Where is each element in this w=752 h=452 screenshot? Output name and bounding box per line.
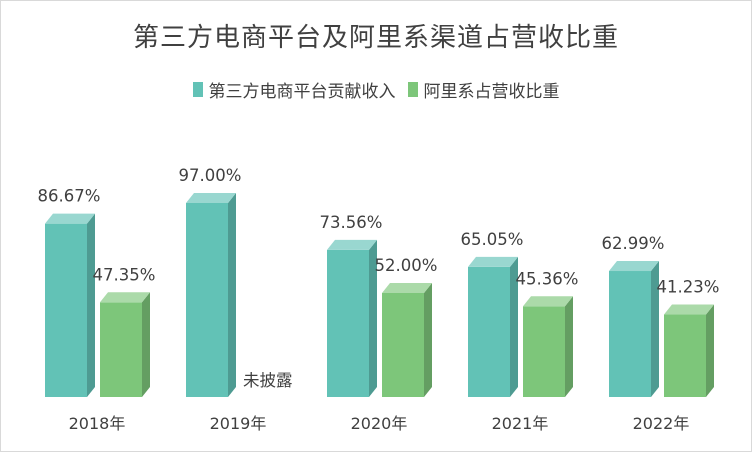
bar-top-face xyxy=(382,283,432,293)
category-label-2022年: 2022年 xyxy=(633,414,690,433)
value-label-1-2018年: 86.67% xyxy=(38,187,101,206)
bar-1-2019年 xyxy=(186,193,236,397)
bar-front-face xyxy=(45,223,87,397)
bar-1-2018年 xyxy=(45,213,95,397)
legend-item-series-2: 阿里系占营收比重 xyxy=(407,77,560,102)
bar-front-face xyxy=(609,271,651,397)
category-label-2018年: 2018年 xyxy=(69,414,126,433)
bar-side-face xyxy=(142,292,150,397)
value-label-2-2021年: 45.36% xyxy=(516,269,579,288)
bar-2-2018年 xyxy=(100,292,150,397)
legend-label-series-2: 阿里系占营收比重 xyxy=(423,82,560,102)
bar-top-face xyxy=(523,296,573,307)
bar-top-face xyxy=(100,292,150,303)
value-label-1-2019年: 97.00% xyxy=(179,166,242,185)
legend: 第三方电商平台贡献收入 阿里系占营收比重 xyxy=(1,77,751,102)
bar-side-face xyxy=(369,239,377,397)
bar-2-2022年 xyxy=(664,304,714,397)
category-label-2020年: 2020年 xyxy=(351,414,408,433)
bar-1-2021年 xyxy=(468,256,518,397)
value-label-1-2021年: 65.05% xyxy=(461,230,524,249)
bar-side-face xyxy=(424,283,432,397)
value-label-1-2020年: 73.56% xyxy=(320,213,383,232)
value-label-2-2022年: 41.23% xyxy=(657,278,720,297)
bar-1-2020年 xyxy=(327,239,377,397)
bar-side-face xyxy=(228,193,236,397)
bar-top-face xyxy=(664,304,714,315)
bar-top-face xyxy=(609,261,659,272)
bar-front-face xyxy=(523,306,565,397)
bar-side-face xyxy=(651,261,659,397)
legend-label-series-1: 第三方电商平台贡献收入 xyxy=(208,82,396,102)
bar-front-face xyxy=(100,302,142,397)
bar-front-face xyxy=(186,203,228,397)
bar-front-face xyxy=(382,293,424,397)
bar-side-face xyxy=(510,256,518,397)
bar-1-2022年 xyxy=(609,261,659,397)
category-label-2019年: 2019年 xyxy=(210,414,267,433)
bar-side-face xyxy=(565,296,573,397)
legend-swatch-series-2 xyxy=(407,82,418,97)
bar-side-face xyxy=(706,304,714,397)
bar-front-face xyxy=(468,266,510,397)
bar-front-face xyxy=(664,314,706,397)
bar-top-face xyxy=(327,239,377,250)
bar-top-face xyxy=(45,213,95,224)
legend-swatch-series-1 xyxy=(192,82,203,97)
bar-front-face xyxy=(327,249,369,397)
value-label-2-2020年: 52.00% xyxy=(375,256,438,275)
value-label-1-2022年: 62.99% xyxy=(602,234,665,253)
bar-2-2020年 xyxy=(382,283,432,397)
bar-2-2021年 xyxy=(523,296,573,397)
bar-side-face xyxy=(87,213,95,397)
legend-item-series-1: 第三方电商平台贡献收入 xyxy=(192,77,396,102)
chart-title: 第三方电商平台及阿里系渠道占营收比重 xyxy=(132,23,619,53)
bar-top-face xyxy=(468,256,518,267)
category-label-2021年: 2021年 xyxy=(492,414,549,433)
value-label-2-2019年: 未披露 xyxy=(243,371,293,390)
value-label-2-2018年: 47.35% xyxy=(93,265,156,284)
bar-top-face xyxy=(186,193,236,203)
